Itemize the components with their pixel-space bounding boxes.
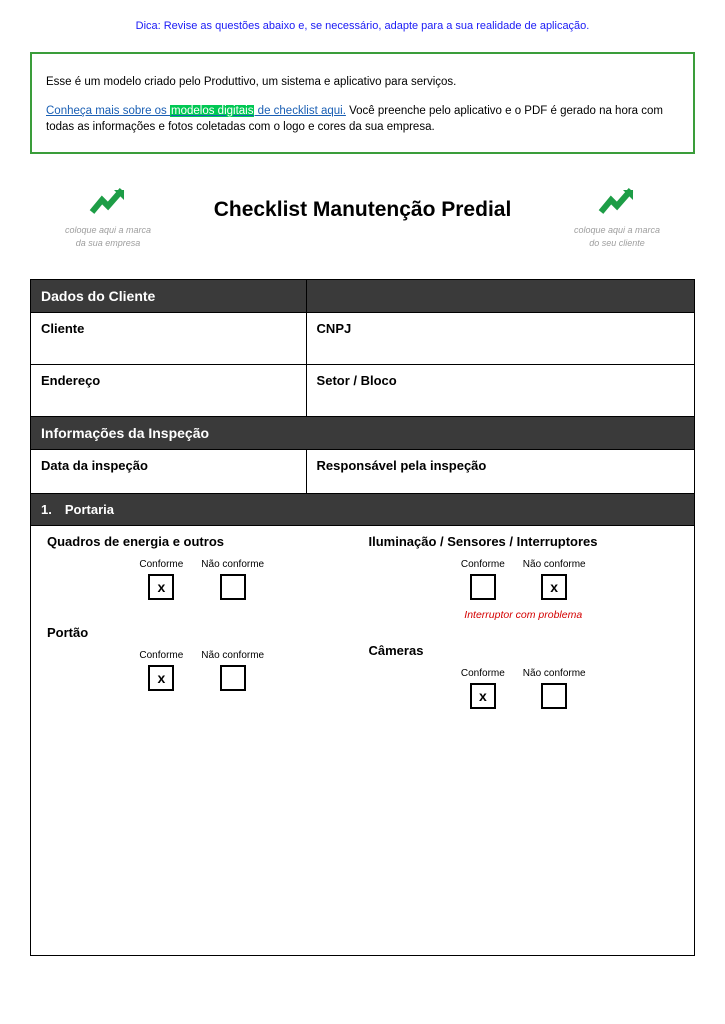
checks-col-right: Iluminação / Sensores / Interruptores Co…: [363, 534, 685, 734]
item-cameras: Câmeras Conforme x Não conforme: [369, 643, 679, 712]
field-cliente: Cliente: [31, 312, 307, 364]
checks-col-left: Quadros de energia e outros Conforme x N…: [41, 534, 363, 734]
field-setor: Setor / Bloco: [306, 364, 694, 416]
nao-conforme-label: Não conforme: [523, 668, 586, 679]
checkbox-portao-conforme[interactable]: x: [148, 665, 174, 691]
conforme-label: Conforme: [461, 668, 505, 679]
info-link[interactable]: Conheça mais sobre os modelos digitais d…: [46, 105, 346, 117]
header-row: coloque aqui a marca da sua empresa Chec…: [30, 184, 695, 249]
field-endereco: Endereço: [31, 364, 307, 416]
field-data-inspecao: Data da inspeção: [31, 449, 307, 493]
info-link-highlight: modelos digitais: [170, 105, 254, 117]
logo-slot-client: coloque aqui a marca do seu cliente: [547, 184, 687, 249]
item-title-quadros: Quadros de energia e outros: [47, 534, 357, 549]
checkbox-iluminacao-conforme[interactable]: [470, 574, 496, 600]
logo-icon: [88, 209, 128, 223]
info-box: Esse é um modelo criado pelo Produttivo,…: [30, 52, 695, 154]
tip-text: Dica: Revise as questões abaixo e, se ne…: [30, 20, 695, 32]
info-link-prefix: Conheça mais sobre os: [46, 105, 170, 117]
item-title-portao: Portão: [47, 625, 357, 640]
page-title: Checklist Manutenção Predial: [214, 184, 512, 222]
nao-conforme-label: Não conforme: [201, 559, 264, 570]
checklist-table: Dados do Cliente Cliente CNPJ Endereço S…: [30, 279, 695, 956]
field-cnpj: CNPJ: [306, 312, 694, 364]
checks-area: Quadros de energia e outros Conforme x N…: [31, 525, 695, 955]
item-title-iluminacao: Iluminação / Sensores / Interruptores: [369, 534, 679, 549]
checkbox-quadros-conforme[interactable]: x: [148, 574, 174, 600]
logo-slot-company: coloque aqui a marca da sua empresa: [38, 184, 178, 249]
section-header-inspecao: Informações da Inspeção: [31, 416, 695, 449]
section-header-client-empty: [306, 279, 694, 312]
field-responsavel: Responsável pela inspeção: [306, 449, 694, 493]
checkbox-cameras-conforme[interactable]: x: [470, 683, 496, 709]
conforme-label: Conforme: [461, 559, 505, 570]
conforme-label: Conforme: [139, 559, 183, 570]
info-link-suffix: de checklist aqui.: [254, 105, 345, 117]
info-line1: Esse é um modelo criado pelo Produttivo,…: [46, 74, 679, 91]
logo-caption-company-2: da sua empresa: [38, 238, 178, 249]
checkbox-iluminacao-naoconforme[interactable]: x: [541, 574, 567, 600]
item-portao: Portão Conforme x Não conforme: [47, 625, 357, 694]
checkbox-cameras-naoconforme[interactable]: [541, 683, 567, 709]
conforme-label: Conforme: [139, 650, 183, 661]
nao-conforme-label: Não conforme: [523, 559, 586, 570]
section-header-portaria: 1. Portaria: [31, 493, 695, 525]
item-quadros: Quadros de energia e outros Conforme x N…: [47, 534, 357, 603]
section-header-client: Dados do Cliente: [31, 279, 307, 312]
nao-conforme-label: Não conforme: [201, 650, 264, 661]
logo-caption-client-1: coloque aqui a marca: [547, 225, 687, 236]
note-iluminacao: Interruptor com problema: [369, 609, 679, 621]
item-iluminacao: Iluminação / Sensores / Interruptores Co…: [369, 534, 679, 621]
item-title-cameras: Câmeras: [369, 643, 679, 658]
logo-caption-client-2: do seu cliente: [547, 238, 687, 249]
checkbox-portao-naoconforme[interactable]: [220, 665, 246, 691]
logo-icon: [597, 209, 637, 223]
checkbox-quadros-naoconforme[interactable]: [220, 574, 246, 600]
logo-caption-company-1: coloque aqui a marca: [38, 225, 178, 236]
